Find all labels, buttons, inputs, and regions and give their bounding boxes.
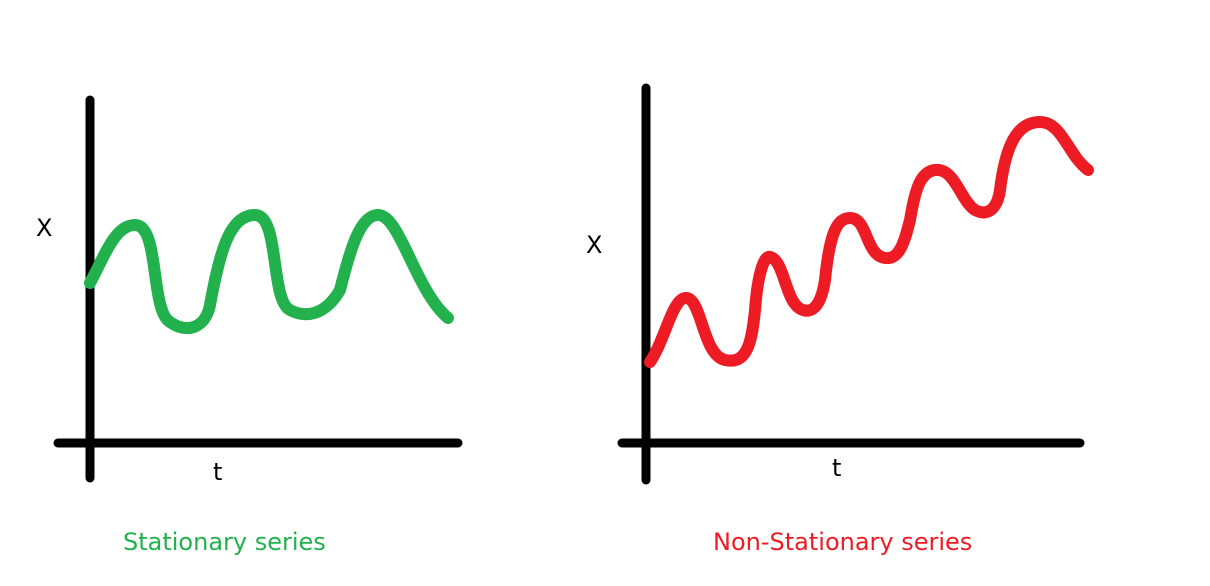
stationary-y-label: X bbox=[36, 214, 52, 242]
non-stationary-x-label: t bbox=[832, 454, 841, 482]
non-stationary-caption: Non-Stationary series bbox=[713, 528, 972, 556]
non-stationary-panel: X t Non-Stationary series bbox=[586, 83, 1094, 556]
stationary-caption: Stationary series bbox=[123, 528, 326, 556]
stationary-panel: X t Stationary series bbox=[36, 95, 463, 556]
non-stationary-series-curve bbox=[644, 116, 1094, 368]
stationary-series-curve bbox=[84, 209, 454, 335]
non-stationary-y-label: X bbox=[586, 231, 602, 259]
stationary-x-label: t bbox=[213, 458, 222, 486]
